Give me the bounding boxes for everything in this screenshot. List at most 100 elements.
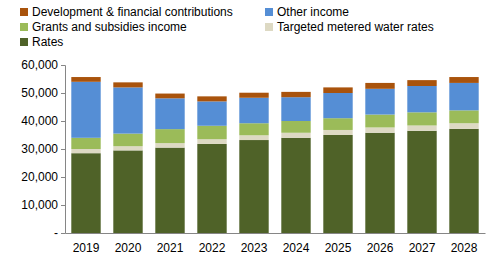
x-tick-label: 2025 xyxy=(325,241,352,255)
x-tick: 2026 xyxy=(367,233,394,255)
bar xyxy=(197,139,226,144)
bar xyxy=(155,148,184,233)
y-tick-label: 40,000 xyxy=(21,114,58,128)
x-tick-label: 2028 xyxy=(451,241,478,255)
bar xyxy=(281,121,310,133)
y-tick-mark xyxy=(61,121,65,122)
x-tick-label: 2021 xyxy=(157,241,184,255)
bar xyxy=(365,115,394,128)
x-tick: 2019 xyxy=(73,233,100,255)
y-tick: - xyxy=(54,226,65,240)
bar xyxy=(323,93,352,118)
bar xyxy=(113,87,142,133)
x-tick: 2021 xyxy=(157,233,184,255)
bar xyxy=(239,123,268,135)
y-axis-line xyxy=(61,66,66,234)
y-tick-mark xyxy=(61,65,65,66)
bar xyxy=(155,143,184,147)
y-tick-mark xyxy=(61,93,65,94)
legend-label: Rates xyxy=(32,35,63,49)
bar xyxy=(281,97,310,121)
y-tick: 60,000 xyxy=(21,58,65,72)
legend-item: Development & financial contributions xyxy=(20,5,233,19)
y-axis: - 10,000 20,000 30,000 40,000 50,000 60,000 xyxy=(21,58,65,240)
bar xyxy=(197,144,226,233)
legend-item: Targeted metered water rates xyxy=(265,20,434,34)
bar xyxy=(239,93,268,98)
bar xyxy=(281,138,310,233)
bar xyxy=(407,112,436,125)
legend-swatch xyxy=(265,23,273,31)
bar xyxy=(239,98,268,123)
y-tick-label: - xyxy=(54,226,58,240)
bar xyxy=(113,134,142,147)
y-tick: 10,000 xyxy=(21,198,65,212)
x-tick-label: 2024 xyxy=(283,241,310,255)
legend-item: Rates xyxy=(20,35,63,49)
x-tick: 2028 xyxy=(451,233,478,255)
bar xyxy=(449,83,478,110)
bar xyxy=(155,94,184,99)
y-tick-mark xyxy=(61,177,65,178)
bar xyxy=(365,133,394,233)
y-tick-mark xyxy=(61,205,65,206)
bar xyxy=(407,125,436,130)
legend-label: Grants and subsidies income xyxy=(32,20,187,34)
legend-swatch xyxy=(265,8,273,16)
x-tick-label: 2027 xyxy=(409,241,436,255)
x-tick: 2024 xyxy=(283,233,310,255)
bar xyxy=(449,123,478,129)
legend-label: Targeted metered water rates xyxy=(277,20,434,34)
bar xyxy=(155,98,184,129)
x-axis-line xyxy=(66,233,486,234)
y-tick: 40,000 xyxy=(21,114,65,128)
y-tick: 30,000 xyxy=(21,142,65,156)
bar xyxy=(71,138,100,149)
x-axis: 2019 2020 2021 2022 2023 2024 2025 2026 2027 2028 xyxy=(66,233,486,255)
legend-swatch xyxy=(20,8,28,16)
x-tick-label: 2023 xyxy=(241,241,268,255)
bar xyxy=(323,135,352,233)
bar xyxy=(71,77,100,82)
bar xyxy=(155,129,184,143)
bar xyxy=(449,110,478,123)
y-tick-label: 60,000 xyxy=(21,58,58,72)
x-tick-label: 2022 xyxy=(199,241,226,255)
bar xyxy=(365,127,394,132)
bar xyxy=(365,89,394,115)
x-tick: 2022 xyxy=(199,233,226,255)
x-tick: 2020 xyxy=(115,233,142,255)
y-tick-label: 50,000 xyxy=(21,86,58,100)
bar xyxy=(407,131,436,233)
legend: Development & financial contributions Oth… xyxy=(20,5,434,49)
bar xyxy=(197,126,226,139)
bar xyxy=(365,83,394,89)
bar xyxy=(239,135,268,140)
y-tick-label: 20,000 xyxy=(21,170,58,184)
x-tick: 2025 xyxy=(325,233,352,255)
bar xyxy=(113,82,142,87)
legend-label: Other income xyxy=(277,5,349,19)
x-tick-label: 2019 xyxy=(73,241,100,255)
bar xyxy=(113,150,142,233)
x-tick-label: 2026 xyxy=(367,241,394,255)
legend-swatch xyxy=(20,23,28,31)
bar xyxy=(323,130,352,135)
y-tick-mark xyxy=(61,149,65,150)
y-tick-mark xyxy=(61,233,65,234)
bar xyxy=(71,153,100,233)
legend-label: Development & financial contributions xyxy=(32,5,233,19)
y-tick: 50,000 xyxy=(21,86,65,100)
bar xyxy=(323,87,352,93)
y-tick-label: 10,000 xyxy=(21,198,58,212)
x-tick: 2023 xyxy=(241,233,268,255)
y-tick: 20,000 xyxy=(21,170,65,184)
legend-item: Other income xyxy=(265,5,349,19)
bar xyxy=(71,149,100,153)
legend-item: Grants and subsidies income xyxy=(20,20,187,34)
bar xyxy=(323,118,352,130)
x-tick-label: 2020 xyxy=(115,241,142,255)
x-tick: 2027 xyxy=(409,233,436,255)
chart: - 10,000 20,000 30,000 40,000 50,000 60,000 201… xyxy=(0,0,493,273)
bars xyxy=(71,77,478,233)
